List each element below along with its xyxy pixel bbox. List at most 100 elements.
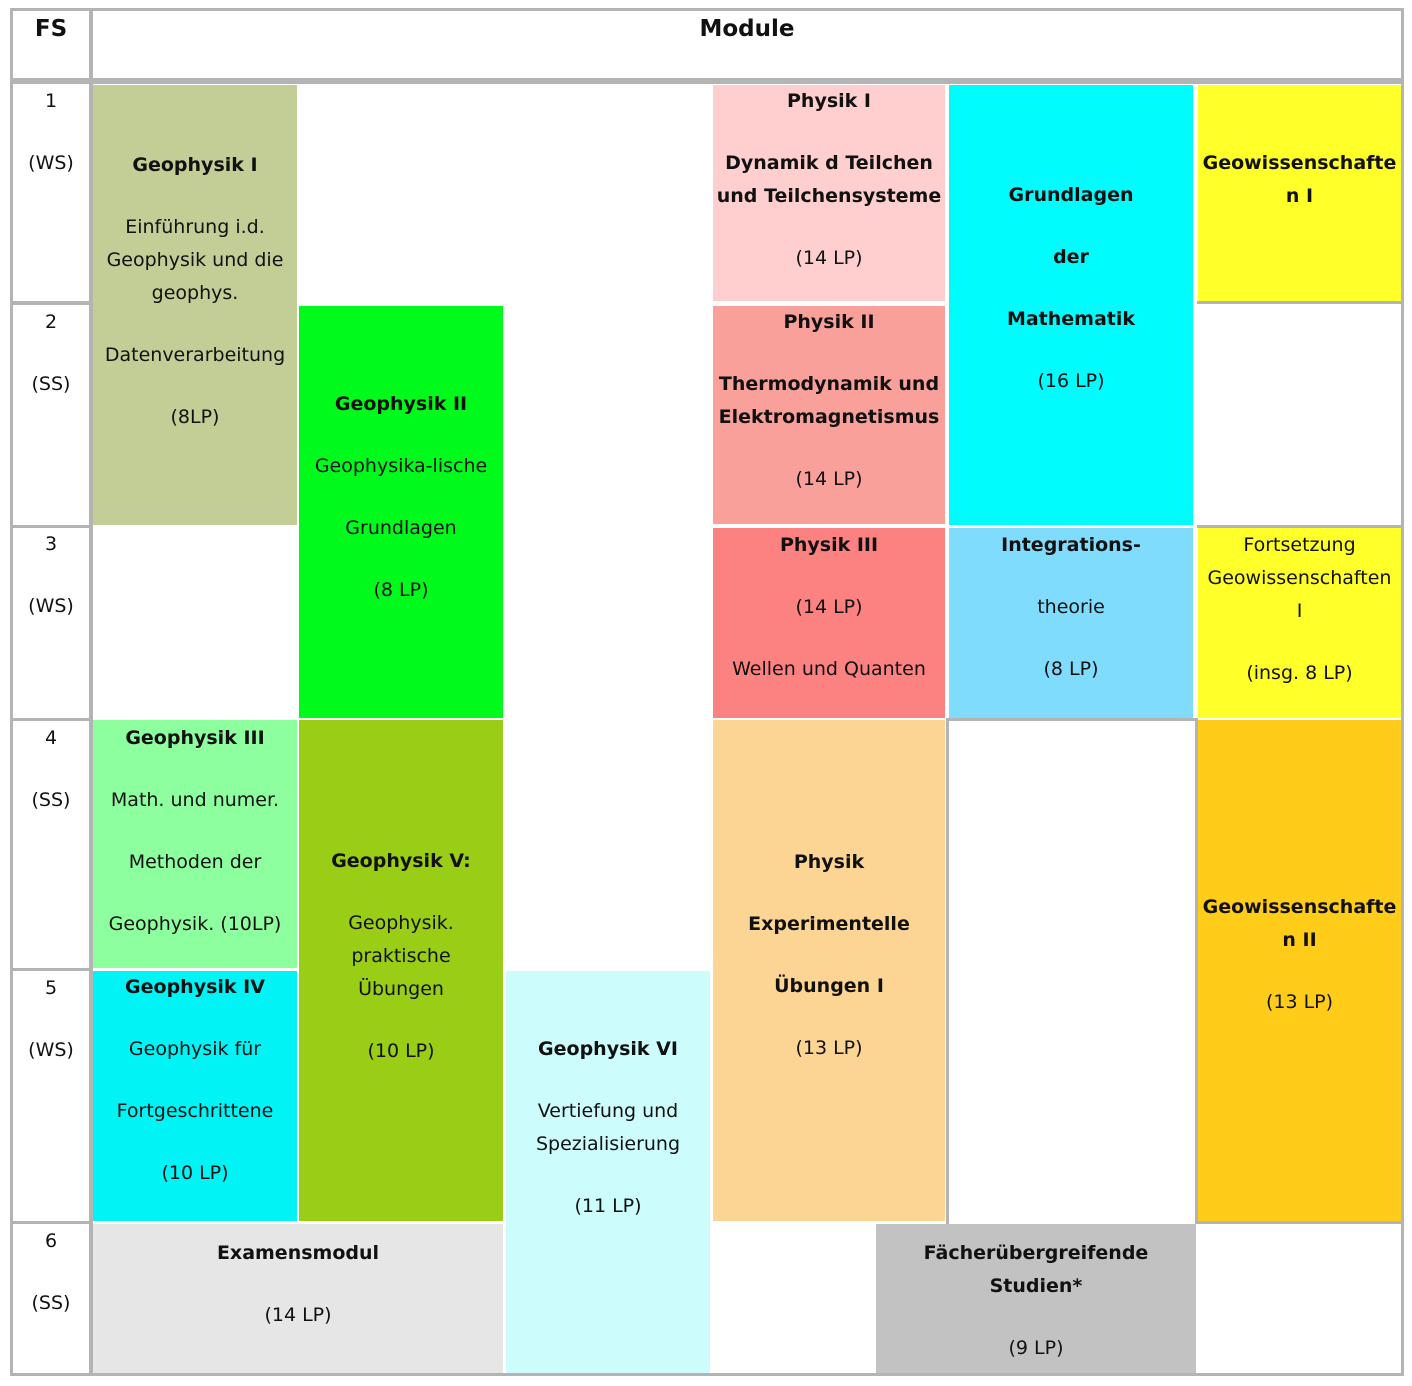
semester-4: 4 (SS) (12, 707, 90, 831)
semester-term: (SS) (31, 789, 71, 811)
module-desc-line: Wellen und Quanten (732, 658, 926, 680)
module-credits: (14 LP) (795, 596, 863, 618)
header-fs: FS (34, 16, 68, 42)
semester-number: 2 (44, 311, 58, 333)
module-title: Geophysik II (334, 393, 468, 415)
module-subtitle: und Teilchensysteme (716, 185, 942, 207)
module-title: Geowissenschafte (1202, 152, 1397, 174)
module-desc-line: Fortsetzung (1243, 534, 1356, 556)
module-credits: (insg. 8 LP) (1246, 662, 1353, 684)
semester-number: 4 (44, 727, 58, 749)
module-subtitle: Übungen I (774, 975, 884, 997)
row-separator (10, 718, 93, 721)
module-desc-line: Fortgeschrittene (116, 1100, 274, 1122)
module-desc-line: geophys. (151, 282, 239, 304)
module-desc-line: theorie (1037, 596, 1105, 618)
row-separator (1197, 301, 1401, 304)
module-title: der (1053, 246, 1089, 268)
module-desc-line: praktische (351, 945, 451, 967)
module-desc-line: Einführung i.d. (125, 216, 265, 238)
module-title: Physik II (783, 311, 875, 333)
semester-number: 1 (44, 90, 58, 112)
outer-border-bottom (10, 1373, 1404, 1376)
module-title: Geophysik IV (125, 976, 265, 998)
module-credits: (8 LP) (1043, 658, 1099, 680)
module-credits: (8LP) (170, 406, 220, 428)
row-separator (10, 301, 93, 305)
outer-border-left (10, 8, 13, 1376)
semester-number: 5 (44, 977, 58, 999)
row-separator (10, 1221, 93, 1224)
module-physik-1: Physik I Dynamik d Teilchen und Teilchen… (713, 85, 945, 301)
module-desc-line: Geophysik für (128, 1038, 262, 1060)
outer-border-top (10, 8, 1404, 11)
module-credits: (14 LP) (795, 468, 863, 490)
module-title: Physik (793, 851, 865, 873)
module-subtitle: Dynamik d Teilchen (725, 152, 933, 174)
semester-3: 3 (WS) (12, 513, 90, 637)
row-separator (1197, 1221, 1401, 1224)
header-module: Module (699, 16, 795, 42)
module-physik-2: Physik II Thermodynamik und Elektromagne… (713, 306, 945, 524)
module-title: Physik I (787, 90, 871, 112)
module-geophysik-4: Geophysik IV Geophysik für Fortgeschritt… (93, 971, 297, 1221)
module-physik-experimentelle-uebungen: Physik Experimentelle Übungen I (13 LP) (713, 720, 945, 1221)
module-geophysik-2: Geophysik II Geophysika-lische Grundlage… (299, 306, 503, 718)
semester-term: (WS) (28, 1039, 74, 1061)
module-faecheruebergreifende-studien: Fächerübergreifende Studien* (9 LP) (876, 1224, 1196, 1373)
semester-term: (WS) (28, 595, 74, 617)
module-geowissenschaften-1-continued: Fortsetzung Geowissenschaften I (insg. 8… (1198, 528, 1401, 718)
module-desc-line: Geophysika-lische (314, 455, 488, 477)
module-geophysik-1: Geophysik I Einführung i.d. Geophysik un… (93, 85, 297, 525)
module-geophysik-5: Geophysik V: Geophysik. praktische Übung… (299, 720, 503, 1221)
module-desc-line: Spezialisierung (535, 1133, 681, 1155)
module-integrationstheorie: Integrations- theorie (8 LP) (949, 528, 1193, 718)
module-title: Physik III (779, 534, 879, 556)
module-credits: (10 LP) (161, 1162, 229, 1184)
column-separator (946, 718, 949, 1224)
semester-6: 6 (SS) (12, 1210, 90, 1334)
module-title: Examensmodul (216, 1242, 380, 1264)
module-title: n I (1285, 185, 1314, 207)
module-credits: (8 LP) (373, 579, 429, 601)
row-separator (946, 718, 1197, 721)
module-title: Geowissenschafte (1202, 896, 1397, 918)
module-credits: (16 LP) (1037, 370, 1105, 392)
module-credits: (14 LP) (795, 247, 863, 269)
module-title: Mathematik (1006, 308, 1136, 330)
module-geophysik-6: Geophysik VI Vertiefung und Spezialisier… (506, 971, 710, 1373)
semester-term: (WS) (28, 152, 74, 174)
module-grundlagen-mathematik: Grundlagen der Mathematik (16 LP) (949, 85, 1193, 525)
semester-number: 3 (44, 533, 58, 555)
module-title: Fächerübergreifende Studien* (923, 1242, 1149, 1297)
module-geowissenschaften-2: Geowissenschafte n II (13 LP) (1198, 720, 1401, 1221)
semester-number: 6 (44, 1230, 58, 1252)
module-physik-3: Physik III (14 LP) Wellen und Quanten (713, 528, 945, 718)
module-credits: (14 LP) (264, 1304, 332, 1326)
module-desc-line: Grundlagen (345, 517, 457, 539)
module-subtitle: Experimentelle (748, 913, 910, 935)
column-separator (1195, 718, 1198, 1224)
row-separator (10, 525, 93, 528)
module-credits: (13 LP) (795, 1037, 863, 1059)
module-title: Geophysik III (125, 727, 265, 749)
module-subtitle: Elektromagnetismus (718, 406, 940, 428)
module-geophysik-3: Geophysik III Math. und numer. Methoden … (93, 720, 297, 968)
module-desc-line: Geowissenschaften (1207, 567, 1392, 589)
module-credits: (11 LP) (574, 1195, 642, 1217)
module-desc-line: Methoden der (128, 851, 262, 873)
module-title: n II (1282, 929, 1317, 951)
module-desc-line: Geophysik. (348, 912, 454, 934)
outer-border-right (1401, 8, 1404, 1376)
module-desc-line: Geophysik. (10LP) (108, 913, 282, 935)
module-desc-line: Vertiefung und (537, 1100, 679, 1122)
module-desc-line: Math. und numer. (110, 789, 280, 811)
semester-1: 1 (WS) (12, 70, 90, 194)
module-subtitle: Thermodynamik und (718, 373, 940, 395)
module-title: Geophysik V: (331, 850, 471, 872)
header-separator (10, 78, 1404, 84)
module-credits: (10 LP) (367, 1040, 435, 1062)
module-credits: (13 LP) (1265, 991, 1334, 1013)
fs-column-separator (89, 8, 93, 1376)
